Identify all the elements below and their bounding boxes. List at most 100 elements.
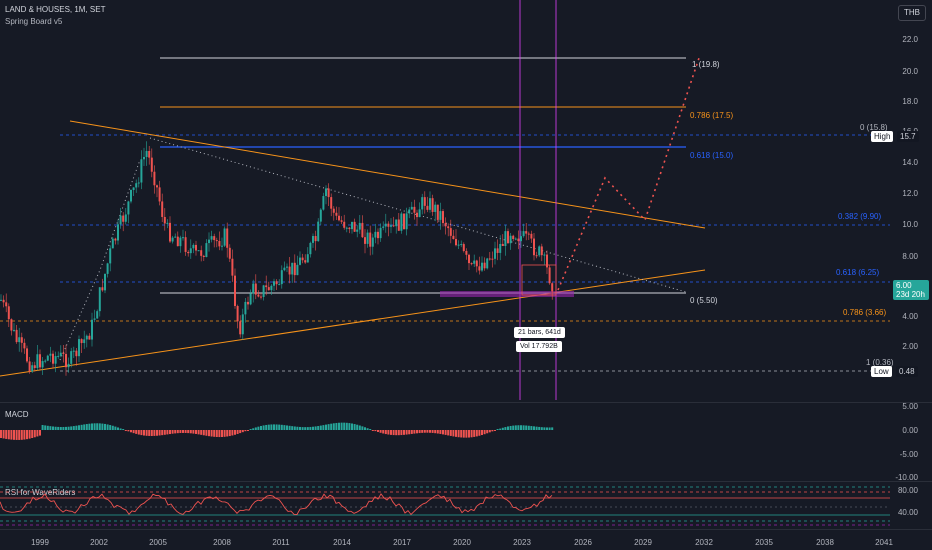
time-label: 2026 — [574, 538, 592, 547]
macd-bar — [166, 430, 169, 435]
candle-body — [423, 197, 426, 206]
candle-body — [486, 258, 489, 269]
candle-body — [226, 228, 229, 248]
macd-bar — [241, 430, 244, 433]
candle-body — [377, 231, 379, 239]
macd-bar — [150, 430, 153, 436]
macd-bar — [465, 430, 468, 438]
candle-body — [335, 212, 338, 216]
macd-bar — [496, 429, 499, 430]
macd-bar — [179, 430, 182, 434]
candle-body — [117, 224, 119, 241]
macd-bar — [184, 430, 187, 433]
candle-body — [171, 237, 174, 242]
candle-body — [514, 238, 517, 240]
projection-path — [557, 54, 701, 291]
candle-body — [546, 254, 548, 268]
candle-body — [57, 355, 60, 357]
candle-body — [101, 287, 104, 291]
macd-bar — [223, 430, 226, 437]
candle-body — [304, 260, 307, 263]
price-label: 12.0 — [902, 189, 918, 198]
candle-body — [70, 351, 73, 364]
macd-bar — [148, 430, 151, 436]
candle-body — [444, 223, 447, 227]
macd-bar — [213, 430, 216, 437]
candle-body — [312, 236, 314, 243]
macd-bar — [280, 424, 283, 430]
macd-bar — [44, 425, 47, 430]
candle-body — [504, 231, 507, 247]
price-label: 18.0 — [902, 97, 918, 106]
macd-bar — [265, 424, 268, 430]
candle-body — [494, 248, 496, 259]
macd-bar — [517, 425, 520, 430]
price-chart[interactable] — [0, 0, 890, 400]
candle-body — [465, 250, 468, 255]
indicator-name[interactable]: Spring Board v5 — [5, 17, 63, 26]
price-label: 2.00 — [902, 342, 918, 351]
macd-bar — [171, 430, 174, 434]
macd-bar — [46, 425, 49, 430]
fib-label-0382: 0.382 (9.90) — [838, 212, 882, 221]
macd-bar — [33, 430, 36, 438]
candle-body — [41, 361, 44, 368]
macd-bar — [351, 423, 353, 430]
candle-body — [192, 244, 195, 249]
pane-separator[interactable] — [0, 402, 932, 403]
candle-body — [265, 285, 268, 288]
macd-bar — [317, 426, 320, 430]
macd-bar — [114, 426, 117, 430]
rsi-axis-label: 40.00 — [897, 508, 918, 517]
macd-bar — [249, 429, 252, 430]
macd-bar — [93, 423, 96, 430]
fib-label-0618: 0.618 (15.0) — [690, 151, 734, 160]
candle-body — [384, 223, 387, 227]
candle-body — [156, 185, 158, 188]
macd-bar — [226, 430, 229, 437]
candle-body — [236, 305, 239, 322]
macd-bar — [442, 430, 444, 435]
candle-body — [104, 273, 106, 291]
candle-body — [208, 239, 210, 244]
macd-bar — [418, 430, 421, 434]
macd-bar — [426, 430, 429, 433]
rsi-panel[interactable] — [0, 482, 890, 528]
candle-body — [293, 262, 296, 276]
candle-body — [5, 302, 8, 307]
macd-bar — [75, 425, 78, 430]
candle-body — [436, 204, 439, 220]
rsi-line — [0, 493, 553, 516]
macd-bar — [169, 430, 171, 435]
candle-body — [143, 156, 145, 160]
candle-body — [28, 361, 31, 372]
candle-body — [7, 306, 10, 320]
candle-body — [548, 267, 551, 284]
macd-bar — [475, 430, 478, 437]
candle-body — [241, 314, 244, 335]
candle-body — [10, 319, 13, 331]
macd-bar — [468, 430, 470, 438]
candle-body — [462, 244, 465, 251]
pane-separator[interactable] — [0, 481, 932, 482]
candle-body — [283, 267, 286, 271]
macd-bar — [309, 426, 312, 430]
macd-bar — [15, 430, 18, 440]
macd-bar — [366, 428, 369, 430]
macd-bar — [387, 430, 390, 435]
candle-body — [488, 258, 491, 260]
macd-bar — [449, 430, 452, 436]
macd-bar — [130, 430, 132, 433]
candle-body — [496, 248, 499, 253]
macd-histogram[interactable] — [0, 403, 890, 481]
candle-body — [470, 263, 473, 265]
currency-button[interactable]: THB — [898, 5, 926, 21]
macd-bar — [145, 430, 148, 436]
macd-bar — [439, 430, 442, 434]
candle-body — [213, 236, 216, 241]
macd-bar — [72, 426, 75, 430]
candle-body — [15, 329, 18, 343]
macd-bar — [132, 430, 135, 434]
macd-bar — [382, 430, 385, 434]
candle-body — [288, 266, 291, 275]
